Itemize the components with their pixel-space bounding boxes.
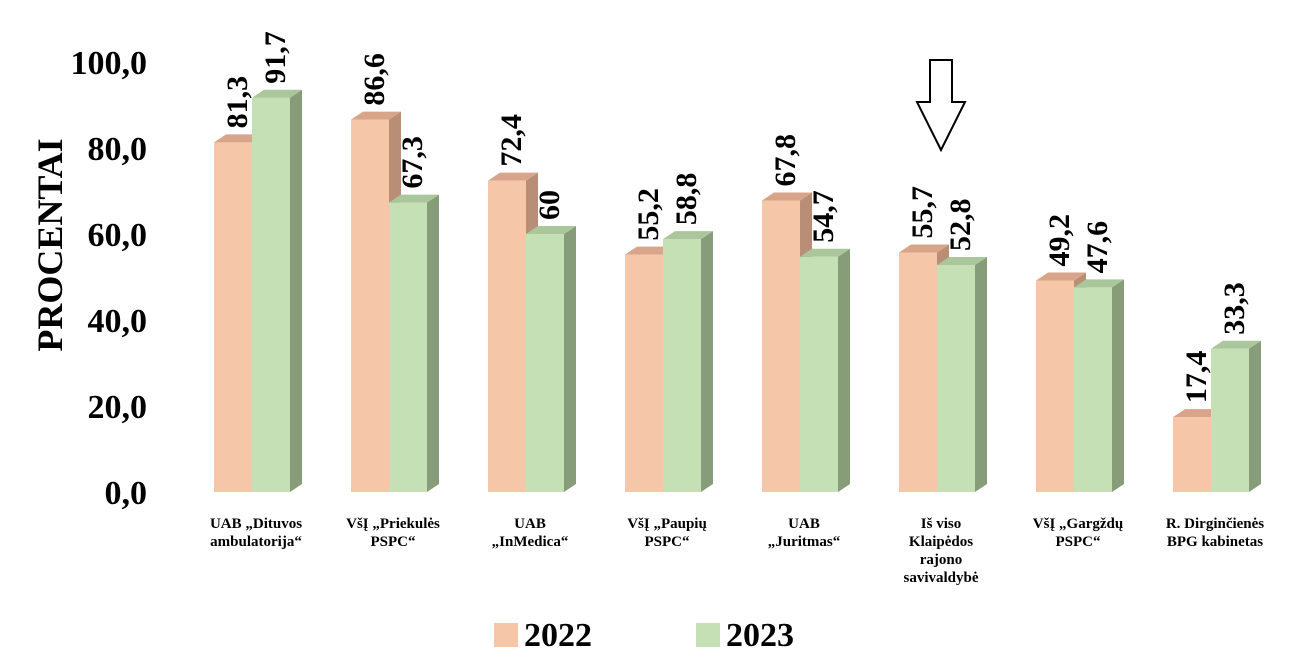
y-tick-label: 100,0: [71, 45, 148, 82]
y-tick-label: 80,0: [88, 131, 148, 168]
bar-front: [663, 239, 701, 492]
category-label: R. Dirginčienės BPG kabinetas: [1166, 516, 1264, 550]
bar-2023: [389, 194, 439, 493]
bar-side: [838, 248, 850, 492]
bar-2023: [1211, 340, 1261, 492]
bar-top: [488, 172, 538, 181]
bar-top: [1173, 409, 1223, 418]
bar-front: [252, 97, 290, 492]
y-axis: 0,0 20,0 40,0 60,0 80,0 100,0: [71, 45, 148, 512]
bar-2023: [800, 248, 850, 492]
bar-front: [488, 180, 526, 492]
annotations: [915, 59, 967, 153]
bar-side: [1112, 279, 1124, 492]
value-label: 91,7: [259, 31, 292, 84]
bar-2023: [663, 231, 713, 492]
value-label: 58,8: [670, 173, 703, 226]
legend-label: 2023: [726, 617, 794, 652]
bar-2023: [937, 256, 987, 492]
bar-top: [1036, 272, 1086, 281]
bar-front: [937, 264, 975, 492]
bar-front: [762, 200, 800, 492]
bar-front: [1036, 280, 1074, 492]
legend-swatch: [696, 623, 720, 647]
legend-swatch: [494, 623, 518, 647]
bar-top: [663, 231, 713, 240]
bar-front: [1173, 417, 1211, 492]
value-label: 47,6: [1081, 221, 1114, 274]
value-label: 17,4: [1180, 351, 1213, 404]
value-label: 54,7: [807, 190, 840, 243]
bar-top: [800, 248, 850, 257]
value-labels: 81,391,7 86,667,3 72,460 55,2 58,8 67,854,7 55…: [221, 31, 1251, 403]
bar-side: [975, 256, 987, 492]
value-label: 72,4: [495, 114, 528, 167]
value-label: 52,8: [944, 198, 977, 251]
bar-front: [625, 254, 663, 492]
bar-top: [389, 194, 439, 203]
y-tick-label: 0,0: [105, 475, 148, 512]
y-tick-label: 20,0: [88, 389, 148, 426]
bar-2023: [1074, 279, 1124, 492]
value-label: 81,3: [221, 76, 254, 129]
category-label: UAB „InMedica“: [492, 516, 569, 550]
bar-side: [701, 231, 713, 492]
category-label: VšĮ „Gargždų PSPC“: [1033, 516, 1123, 550]
y-tick-label: 40,0: [88, 303, 148, 340]
bar-top: [252, 89, 302, 98]
bar-front: [214, 142, 252, 492]
legend-label: 2022: [524, 617, 592, 652]
value-label: 60: [533, 190, 566, 220]
bar-side: [290, 89, 302, 492]
value-label: 86,6: [358, 53, 391, 106]
value-label: 67,8: [769, 134, 802, 187]
bar-top: [351, 111, 401, 120]
category-labels: UAB „Dituvos ambulatorija“ VšĮ „Priekulės P…: [210, 516, 1264, 586]
y-tick-label: 60,0: [88, 217, 148, 254]
bar-front: [1074, 287, 1112, 492]
bar-top: [1211, 340, 1261, 349]
bar-front: [389, 202, 427, 493]
bar-front: [526, 234, 564, 492]
y-axis-title: PROCENTAI: [30, 138, 70, 351]
down-arrow-icon: [915, 59, 967, 153]
bar-side: [564, 226, 576, 492]
legend: 2022 2023: [494, 617, 794, 652]
bar-front: [899, 252, 937, 492]
category-label: UAB „Juritmas“: [768, 516, 841, 550]
value-label: 55,2: [632, 188, 665, 241]
bar-2023: [252, 89, 302, 492]
bar-top: [214, 134, 264, 143]
value-label: 55,7: [906, 186, 939, 239]
bar-2023: [526, 226, 576, 492]
value-label: 67,3: [396, 136, 429, 189]
bar-front: [351, 119, 389, 493]
bar-side: [427, 194, 439, 493]
bar-front: [1211, 348, 1249, 492]
bar-top: [1074, 279, 1124, 288]
category-label: UAB „Dituvos ambulatorija“: [210, 516, 302, 550]
bar-front: [800, 256, 838, 492]
bar-top: [625, 246, 675, 255]
category-label: Iš viso Klaipėdos rajono savivaldybė: [903, 516, 978, 586]
bar-top: [526, 226, 576, 234]
value-label: 49,2: [1043, 214, 1076, 267]
value-label: 33,3: [1218, 282, 1251, 335]
bar-side: [1249, 340, 1261, 492]
bar-top: [899, 244, 949, 253]
category-label: VšĮ „Priekulės PSPC“: [346, 516, 440, 550]
bar-top: [762, 192, 812, 201]
bar-top: [937, 256, 987, 265]
category-label: VšĮ „Paupių PSPC“: [627, 516, 707, 550]
bars-group: [214, 89, 1261, 493]
